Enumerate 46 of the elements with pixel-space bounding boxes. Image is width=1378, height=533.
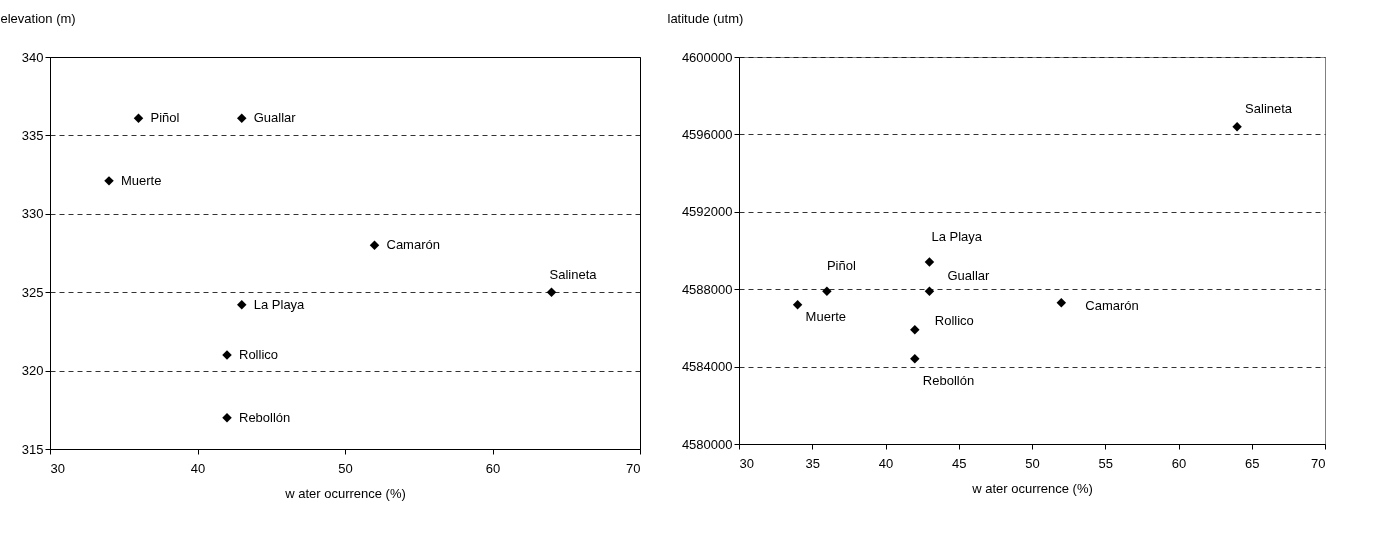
annotation: Rebollón — [922, 372, 975, 388]
y-tick-label: 4600000 — [681, 49, 733, 65]
annotation: Rollico — [934, 312, 974, 328]
x-tick-label: 60 — [1171, 455, 1187, 471]
annotation: Guallar — [947, 268, 991, 284]
x-tick-label: 60 — [485, 460, 501, 476]
y-axis-title: latitude (utm) — [667, 10, 744, 26]
y-tick-label: 4584000 — [681, 359, 733, 375]
y-tick-label: 4580000 — [681, 436, 733, 452]
x-tick-label: 50 — [338, 460, 353, 476]
annotation: Muerte — [805, 308, 847, 324]
annotation: Rollico — [239, 346, 279, 362]
x-tick-label: 70 — [1311, 455, 1326, 471]
y-tick-label: 335 — [21, 127, 44, 143]
annotation: Piñol — [826, 258, 856, 274]
x-tick-label: 70 — [626, 460, 641, 476]
annotation: La Playa — [253, 296, 306, 312]
y-tick-label: 325 — [21, 284, 44, 300]
annotation: Muerte — [121, 172, 162, 188]
y-tick-label: 315 — [21, 441, 44, 457]
annotation: Guallar — [253, 110, 297, 126]
x-tick-label: 40 — [878, 455, 894, 471]
annotation: Rebollón — [239, 409, 291, 425]
annotation: Piñol — [150, 110, 180, 126]
x-axis-title: w ater ocurrence (%) — [284, 485, 406, 501]
x-tick-label: 65 — [1245, 455, 1260, 471]
y-axis-title: elevation (m) — [0, 10, 76, 26]
y-tick-label: 4592000 — [681, 204, 733, 220]
y-tick-label: 330 — [21, 206, 44, 222]
x-tick-label: 50 — [1025, 455, 1040, 471]
x-tick-label: 30 — [739, 455, 754, 471]
y-tick-label: 4596000 — [681, 126, 733, 142]
x-tick-label: 45 — [952, 455, 967, 471]
annotation: Camarón — [1085, 297, 1139, 313]
x-tick-label: 30 — [50, 460, 65, 476]
y-tick-label: 340 — [21, 49, 44, 65]
annotation: Salineta — [549, 267, 598, 283]
annotation: La Playa — [931, 229, 983, 245]
x-axis-title: w ater ocurrence (%) — [971, 480, 1093, 496]
x-tick-label: 55 — [1098, 455, 1113, 471]
annotation: Camarón — [386, 237, 440, 253]
x-tick-label: 35 — [805, 455, 820, 471]
y-tick-label: 4588000 — [681, 281, 733, 297]
annotation: Salineta — [1245, 100, 1293, 116]
y-tick-label: 320 — [21, 363, 44, 379]
x-tick-label: 40 — [190, 460, 206, 476]
